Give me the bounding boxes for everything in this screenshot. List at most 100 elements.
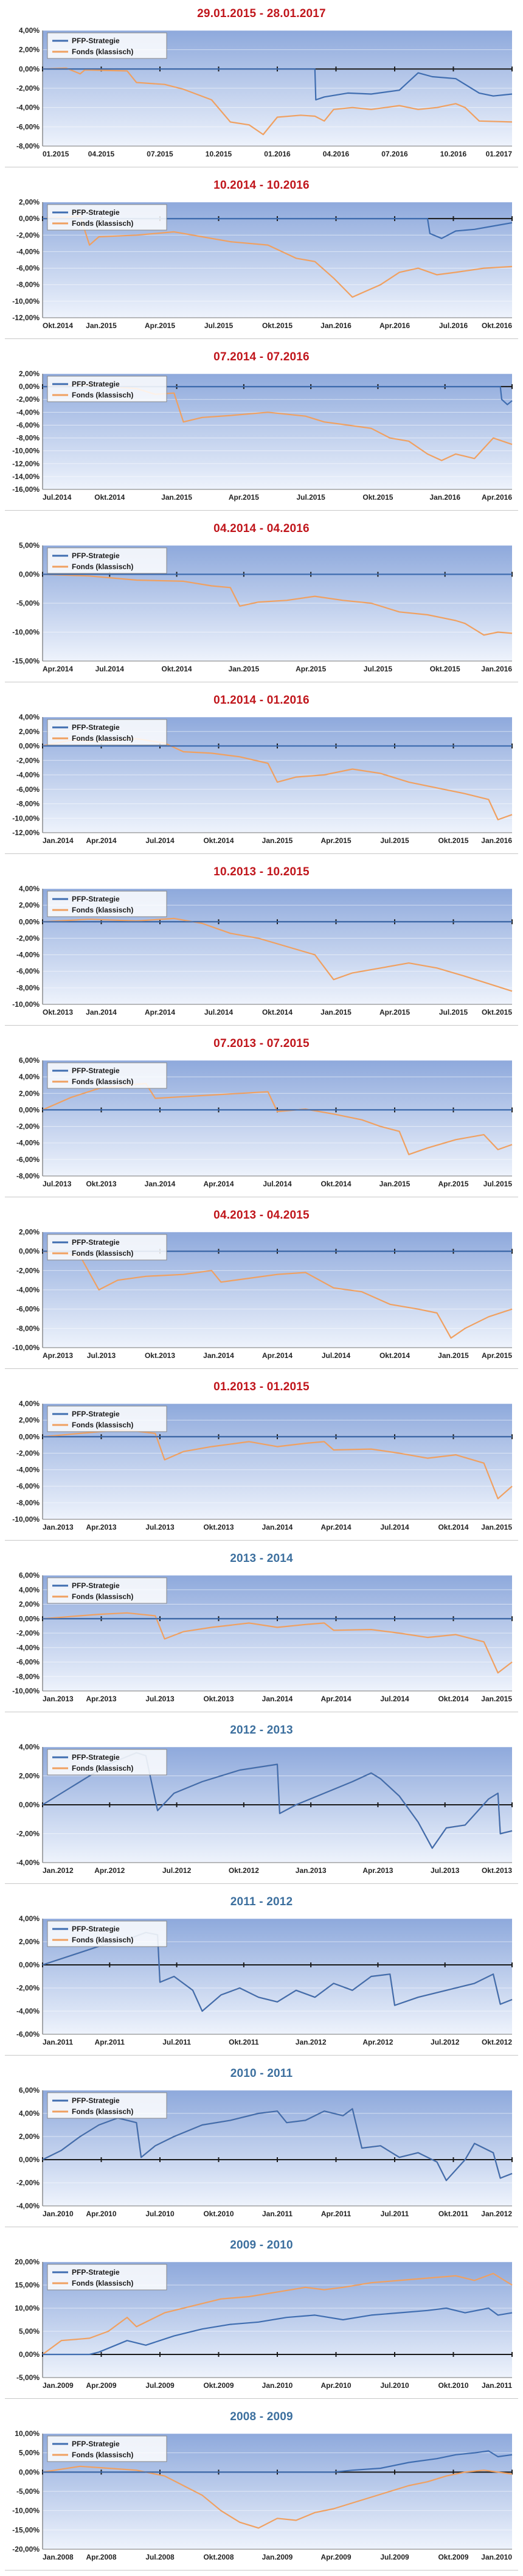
y-tick-label: 0,00% xyxy=(19,382,40,391)
y-tick-label: 0,00% xyxy=(19,1247,40,1256)
y-tick-label: -10,00% xyxy=(12,1000,40,1009)
series-line-pfp xyxy=(43,2307,513,2356)
y-tick-label: 2,00% xyxy=(19,46,40,54)
x-tick-label: Jan.2014 xyxy=(262,1695,293,1703)
y-tick-label: 4,00% xyxy=(19,884,40,893)
legend-label: PFP-Strategie xyxy=(72,37,120,45)
legend-label: Fonds (klassisch) xyxy=(72,1936,133,1944)
chart-panel: 01.2013 - 01.2015 -10,00% -8,00% -6,00% -4,0… xyxy=(5,1377,518,1541)
y-tick-label: 2,00% xyxy=(19,198,40,206)
y-tick-label: -4,00% xyxy=(16,408,40,416)
x-tick-label: Okt.2014 xyxy=(320,1180,351,1188)
x-tick-label: Apr.2014 xyxy=(320,1695,351,1703)
legend xyxy=(47,1405,167,1432)
y-tick-label: -8,00% xyxy=(16,434,40,443)
y-tick-label: 2,00% xyxy=(19,1089,40,1097)
x-tick-label: Okt.2009 xyxy=(203,2381,234,2390)
series-line-fonds xyxy=(42,2272,513,2355)
series-line-fonds xyxy=(42,573,513,636)
legend xyxy=(47,1749,167,1776)
x-tick-label: Jan.2013 xyxy=(296,1866,327,1875)
y-tick-label: -10,00% xyxy=(12,447,40,455)
chart-svg: -8,00% -6,00% -4,00% -2,00% 0,00% 2,00% 4,00% 6… xyxy=(16,1056,513,1188)
y-tick-label: -4,00% xyxy=(16,103,40,112)
series-line-fonds xyxy=(42,215,513,298)
x-tick-label: Jan.2012 xyxy=(481,2210,512,2218)
y-tick-label: 4,00% xyxy=(19,1914,40,1923)
x-tick-label: Okt.2011 xyxy=(229,2038,259,2046)
x-tick-label: Jul.2010 xyxy=(380,2381,409,2390)
x-tick-label: Jul.2014 xyxy=(380,1523,409,1531)
y-tick-label: -4,00% xyxy=(16,2202,40,2210)
chart-title: 04.2013 - 04.2015 xyxy=(213,1209,310,1222)
chart-svg: -4,00% -2,00% 0,00% 2,00% 4,00% 6,00% Jan.2010… xyxy=(16,2086,513,2218)
x-tick-label: 01.2016 xyxy=(264,150,291,158)
x-tick-label: Jan.2012 xyxy=(43,1866,74,1875)
y-tick-label: 0,00% xyxy=(19,742,40,751)
y-tick-label: -8,00% xyxy=(16,1499,40,1507)
y-tick-label: -4,00% xyxy=(16,1139,40,1147)
x-tick-label: Apr.2010 xyxy=(86,2210,116,2218)
x-tick-label: Okt.2011 xyxy=(438,2210,469,2218)
y-tick-label: -12,00% xyxy=(12,460,40,468)
chart-title: 01.2013 - 01.2015 xyxy=(213,1381,310,1393)
x-tick-label: Jan.2010 xyxy=(481,2553,512,2561)
y-tick-label: 0,00% xyxy=(19,917,40,926)
x-tick-label: Apr.2015 xyxy=(296,665,326,673)
x-tick-label: Jul.2016 xyxy=(439,321,468,330)
x-tick-label: Apr.2015 xyxy=(482,1351,512,1360)
legend-label: PFP-Strategie xyxy=(72,1066,120,1075)
y-tick-label: 2,00% xyxy=(19,2132,40,2141)
x-tick-label: Jul.2015 xyxy=(364,665,393,673)
x-tick-label: Jan.2015 xyxy=(320,1008,352,1017)
y-tick-label: -4,00% xyxy=(16,1466,40,1474)
y-tick-label: 5,00% xyxy=(19,541,40,550)
legend-label: PFP-Strategie xyxy=(72,1753,120,1762)
x-tick-label: Jan.2015 xyxy=(262,836,293,845)
y-tick-label: -2,00% xyxy=(16,1266,40,1275)
x-tick-label: Okt.2013 xyxy=(203,1695,234,1703)
x-tick-label: Jul.2011 xyxy=(381,2210,409,2218)
chart-panel: 10.2014 - 10.2016 -12,00% -10,00% -8,00% -6,… xyxy=(5,175,518,339)
legend-label: PFP-Strategie xyxy=(72,1410,120,1418)
x-tick-label: Apr.2009 xyxy=(86,2381,116,2390)
legend-label: PFP-Strategie xyxy=(72,551,120,560)
y-tick-label: -2,00% xyxy=(16,395,40,404)
chart-panel: 10.2013 - 10.2015 -10,00% -8,00% -6,00% -4,0… xyxy=(5,862,518,1026)
legend-label: Fonds (klassisch) xyxy=(72,1249,133,1258)
x-tick-label: Okt.2013 xyxy=(203,1523,234,1531)
x-tick-label: 07.2016 xyxy=(381,150,408,158)
legend xyxy=(47,32,167,59)
x-tick-label: Okt.2015 xyxy=(262,321,293,330)
x-tick-label: Jul.2014 xyxy=(43,493,72,502)
y-tick-label: 0,00% xyxy=(19,1614,40,1623)
chart-svg: -8,00% -6,00% -4,00% -2,00% 0,00% 2,00% 4,00% 0… xyxy=(16,26,513,158)
y-tick-label: -4,00% xyxy=(16,951,40,959)
x-tick-label: Okt.2013 xyxy=(145,1351,175,1360)
y-tick-label: -15,00% xyxy=(12,2525,40,2534)
x-tick-label: Apr.2013 xyxy=(86,1523,116,1531)
series-line-fonds xyxy=(42,67,513,136)
x-tick-label: Apr.2015 xyxy=(229,493,259,502)
y-tick-label: 5,00% xyxy=(19,2327,40,2336)
x-tick-label: Jul.2009 xyxy=(145,2381,175,2390)
chart-title: 10.2013 - 10.2015 xyxy=(213,866,310,878)
y-tick-label: -4,00% xyxy=(16,1643,40,1652)
x-tick-label: Jan.2009 xyxy=(262,2553,293,2561)
x-tick-label: Jan.2012 xyxy=(296,2038,327,2046)
y-tick-label: -12,00% xyxy=(12,313,40,322)
y-tick-label: -2,00% xyxy=(16,1449,40,1457)
x-tick-label: 10.2016 xyxy=(440,150,467,158)
series-line-pfp xyxy=(43,385,513,405)
series-line-fonds xyxy=(42,2465,513,2529)
y-tick-label: -10,00% xyxy=(12,1687,40,1695)
legend xyxy=(47,1920,167,1947)
legend-label: PFP-Strategie xyxy=(72,2096,120,2105)
y-tick-label: -15,00% xyxy=(12,657,40,665)
x-tick-label: Apr.2011 xyxy=(95,2038,125,2046)
x-tick-label: Apr.2014 xyxy=(145,1008,175,1017)
x-tick-label: 01.2017 xyxy=(486,150,513,158)
y-tick-label: 20,00% xyxy=(15,2258,40,2266)
y-tick-label: -4,00% xyxy=(16,247,40,256)
x-tick-label: Jul.2015 xyxy=(380,836,409,845)
